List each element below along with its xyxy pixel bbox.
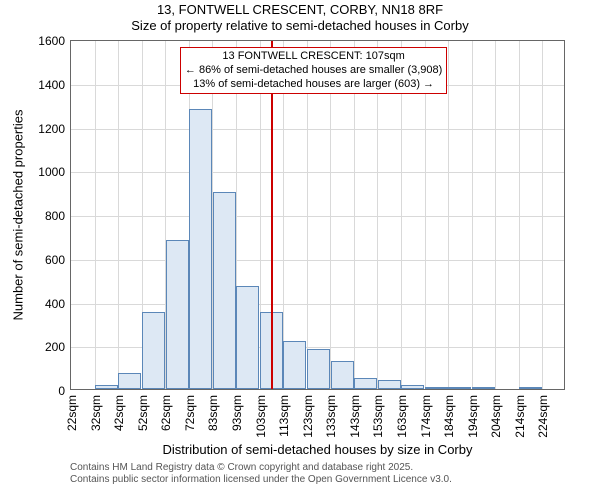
x-tick-label: 42sqm	[112, 395, 126, 431]
x-tick-label: 194sqm	[466, 395, 480, 438]
gridline-h	[71, 216, 564, 217]
x-axis-title: Distribution of semi-detached houses by …	[163, 442, 473, 457]
x-tick-label: 113sqm	[277, 395, 291, 437]
gridline-h	[71, 129, 564, 130]
x-tick-label: 123sqm	[301, 395, 315, 438]
y-axis-title: Number of semi-detached properties	[11, 110, 26, 321]
x-tick-label: 83sqm	[206, 395, 220, 431]
x-tick-label: 93sqm	[230, 395, 244, 431]
histogram-bar	[354, 378, 377, 389]
x-tick-label: 184sqm	[442, 395, 456, 438]
plot-area: 0200400600800100012001400160022sqm32sqm4…	[70, 40, 565, 390]
x-tick-label: 163sqm	[395, 395, 409, 438]
y-tick-label: 400	[45, 297, 65, 311]
gridline-v	[448, 41, 449, 389]
y-tick-label: 800	[45, 209, 65, 223]
histogram-bar	[142, 312, 165, 389]
chart-title-line1: 13, FONTWELL CRESCENT, CORBY, NN18 8RF	[0, 2, 600, 17]
histogram-bar	[519, 387, 542, 389]
x-tick-label: 62sqm	[159, 395, 173, 431]
histogram-bar	[401, 385, 424, 389]
y-tick-label: 600	[45, 253, 65, 267]
histogram-bar	[448, 387, 471, 389]
histogram-bar	[166, 240, 189, 389]
chart-title-line2: Size of property relative to semi-detach…	[0, 18, 600, 33]
histogram-bar	[118, 373, 141, 389]
x-tick-label: 153sqm	[371, 395, 385, 438]
annotation-box: 13 FONTWELL CRESCENT: 107sqm← 86% of sem…	[180, 47, 447, 94]
y-tick-label: 1000	[38, 165, 65, 179]
x-tick-label: 133sqm	[324, 395, 338, 438]
x-tick-label: 103sqm	[254, 395, 268, 438]
gridline-h	[71, 304, 564, 305]
histogram-bar	[236, 286, 259, 389]
x-tick-label: 224sqm	[536, 395, 550, 438]
histogram-bar	[425, 387, 448, 389]
gridline-h	[71, 260, 564, 261]
x-tick-label: 174sqm	[419, 395, 433, 438]
gridline-v	[495, 41, 496, 389]
histogram-bar	[472, 387, 495, 389]
annotation-line: 13 FONTWELL CRESCENT: 107sqm	[185, 50, 442, 64]
histogram-bar	[95, 385, 118, 389]
gridline-h	[71, 172, 564, 173]
y-tick-label: 1200	[38, 122, 65, 136]
x-tick-label: 72sqm	[183, 395, 197, 431]
histogram-bar	[331, 361, 354, 389]
gridline-v	[95, 41, 96, 389]
x-tick-label: 214sqm	[513, 395, 527, 438]
x-tick-label: 32sqm	[89, 395, 103, 431]
chart-container: 13, FONTWELL CRESCENT, CORBY, NN18 8RF S…	[0, 0, 600, 500]
footer-line1: Contains HM Land Registry data © Crown c…	[70, 462, 413, 473]
gridline-v	[542, 41, 543, 389]
gridline-v	[118, 41, 119, 389]
histogram-bar	[307, 349, 330, 389]
annotation-line: ← 86% of semi-detached houses are smalle…	[185, 64, 442, 78]
x-tick-label: 204sqm	[489, 395, 503, 438]
histogram-bar	[283, 341, 306, 389]
y-tick-label: 200	[45, 340, 65, 354]
y-tick-label: 1400	[38, 78, 65, 92]
x-tick-label: 22sqm	[65, 395, 79, 431]
histogram-bar	[213, 192, 236, 389]
x-tick-label: 143sqm	[348, 395, 362, 438]
gridline-v	[519, 41, 520, 389]
gridline-v	[472, 41, 473, 389]
y-tick-label: 0	[58, 384, 65, 398]
footer-line2: Contains public sector information licen…	[70, 474, 452, 485]
annotation-line: 13% of semi-detached houses are larger (…	[185, 78, 442, 92]
x-tick-label: 52sqm	[136, 395, 150, 431]
histogram-bar	[189, 109, 212, 389]
y-tick-label: 1600	[38, 34, 65, 48]
histogram-bar	[378, 380, 401, 389]
